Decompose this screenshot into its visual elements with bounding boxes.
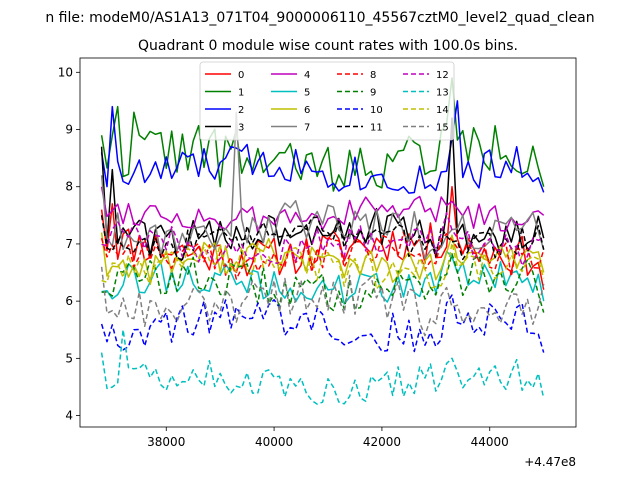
y-tick-label: 4 — [65, 409, 73, 423]
x-tick-label: 38000 — [147, 435, 185, 449]
series-line-9 — [101, 253, 545, 313]
series-line-11 — [100, 215, 545, 262]
legend-label: 0 — [238, 70, 244, 81]
y-tick-label: 10 — [58, 65, 73, 79]
legend-label: 5 — [304, 88, 310, 99]
series-line-2 — [100, 100, 545, 194]
y-tick-label: 5 — [65, 351, 73, 365]
series-lines — [100, 77, 545, 405]
x-axis: 38000 40000 42000 44000 — [147, 427, 509, 449]
y-tick-label: 7 — [65, 237, 73, 251]
legend-label: 8 — [370, 70, 376, 81]
legend-label: 14 — [436, 105, 449, 116]
x-tick-label: 42000 — [363, 435, 401, 449]
series-line-1 — [100, 77, 545, 192]
y-tick-label: 6 — [65, 294, 73, 308]
x-axis-offset-label: +4.47e8 — [524, 455, 576, 469]
legend-label: 6 — [304, 105, 310, 116]
y-tick-label: 8 — [65, 180, 73, 194]
x-tick-label: 40000 — [255, 435, 293, 449]
series-line-10 — [100, 294, 545, 353]
legend-label: 13 — [436, 88, 449, 99]
series-line-14 — [101, 242, 545, 290]
series-line-15 — [100, 266, 545, 337]
legend-label: 15 — [436, 123, 449, 134]
series-line-6 — [100, 232, 545, 283]
legend-label: 11 — [370, 123, 383, 134]
legend-box — [199, 61, 455, 141]
series-line-12 — [101, 212, 544, 267]
figure-suptitle: n file: modeM0/AS1A13_071T04_9000006110_… — [45, 10, 594, 26]
series-line-7 — [100, 111, 545, 260]
series-line-13 — [100, 328, 545, 405]
y-axis: 4 5 6 7 8 9 10 — [58, 65, 80, 423]
series-line-8 — [100, 231, 545, 280]
legend-label: 1 — [238, 88, 244, 99]
legend-label: 9 — [370, 88, 376, 99]
legend-label: 2 — [238, 105, 244, 116]
legend-label: 3 — [238, 123, 244, 134]
y-tick-label: 9 — [65, 123, 73, 137]
legend-label: 7 — [304, 123, 310, 134]
x-tick-label: 44000 — [471, 435, 509, 449]
legend-label: 4 — [304, 70, 310, 81]
plot-frame — [79, 57, 577, 428]
chart-title: Quadrant 0 module wise count rates with … — [138, 38, 518, 54]
legend-label: 12 — [436, 70, 449, 81]
legend-label: 10 — [370, 105, 383, 116]
